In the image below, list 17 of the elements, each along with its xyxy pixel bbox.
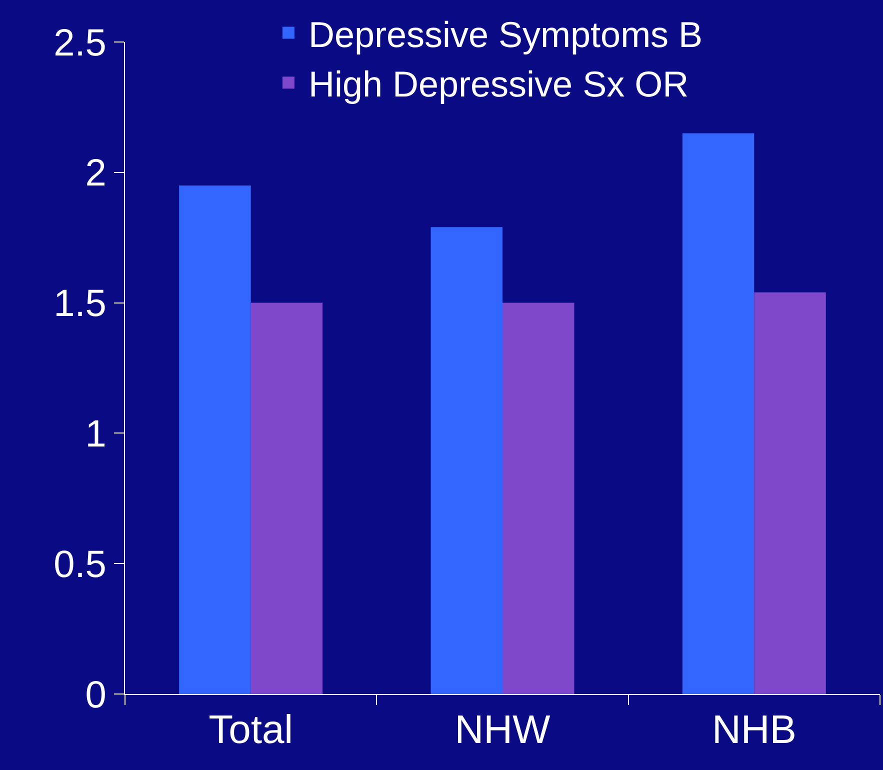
x-tick-label: NHB (712, 708, 796, 752)
x-tick-label: NHW (454, 708, 551, 752)
bar (250, 302, 323, 694)
legend-label: Depressive Symptoms B (308, 14, 703, 55)
y-tick-label: 1 (85, 414, 106, 456)
y-tick-label: 1.5 (54, 283, 106, 326)
legend-label: High Depressive Sx OR (308, 64, 689, 105)
bar (682, 133, 754, 694)
y-tick-label: 0.5 (54, 544, 106, 586)
bar (502, 302, 574, 694)
y-tick-label: 2.5 (54, 22, 106, 64)
bar (430, 227, 502, 694)
x-tick-label: Total (208, 708, 294, 752)
bar (179, 185, 251, 694)
y-tick-label: 2 (85, 152, 106, 195)
bar (754, 292, 826, 694)
y-tick-label: 0 (85, 674, 106, 716)
